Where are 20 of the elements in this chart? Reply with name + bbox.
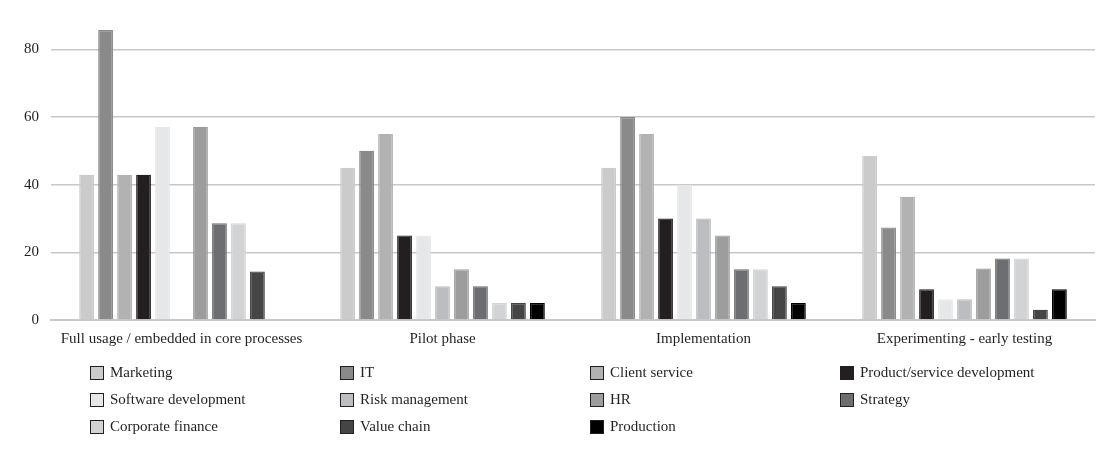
x-tick-label: Implementation bbox=[656, 329, 752, 346]
legend-label: Client service bbox=[610, 364, 693, 381]
legend-label: IT bbox=[360, 364, 375, 381]
legend-label: Marketing bbox=[110, 364, 173, 381]
legend-label: Strategy bbox=[860, 391, 910, 408]
x-tick-label: Pilot phase bbox=[409, 329, 476, 346]
y-tick-label: 20 bbox=[24, 243, 39, 260]
y-tick-label: 60 bbox=[24, 107, 39, 124]
legend-label: Product/service development bbox=[860, 364, 1035, 381]
y-tick-label: 80 bbox=[24, 40, 39, 57]
y-tick-label: 0 bbox=[31, 310, 39, 327]
x-tick-label: Experimenting - early testing bbox=[876, 329, 1053, 346]
legend-label: Value chain bbox=[360, 418, 431, 435]
legend-label: Software development bbox=[110, 391, 246, 408]
y-tick-label: 40 bbox=[24, 175, 39, 192]
legend-label: Production bbox=[610, 418, 676, 435]
legend-label: Corporate finance bbox=[110, 418, 218, 435]
legend-label: Risk management bbox=[360, 391, 468, 408]
x-tick-label: Full usage / embedded in core processes bbox=[60, 329, 303, 346]
legend-label: HR bbox=[610, 391, 631, 408]
